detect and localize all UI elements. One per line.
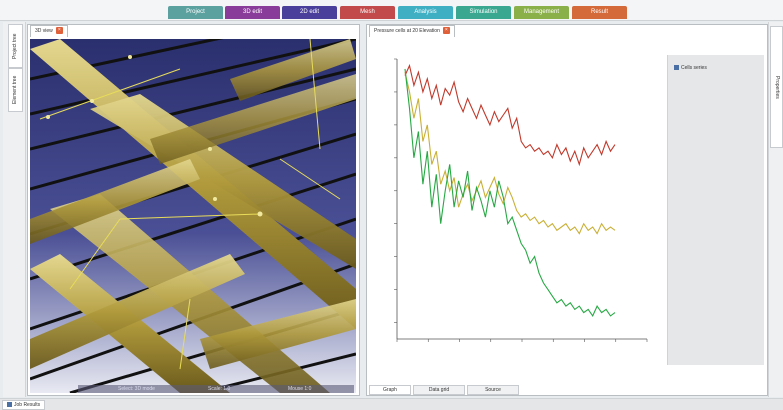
tab-element-tree[interactable]: Element tree bbox=[8, 68, 23, 112]
left-side-panel: Project tree Element tree bbox=[3, 22, 26, 397]
status-mouse: Mouse 1:0 bbox=[288, 386, 312, 392]
top-tab-7[interactable]: Result bbox=[572, 6, 627, 19]
top-tab-2[interactable]: 2D edit bbox=[282, 6, 337, 19]
top-tab-6[interactable]: Management bbox=[514, 6, 569, 19]
tab-data-grid[interactable]: Data grid bbox=[413, 385, 465, 395]
chart-panel: Pressure cells at 20 Elevation × Cells se… bbox=[366, 24, 768, 396]
top-ribbon: Project 3D edit 2D edit Mesh Analysis Simulat… bbox=[0, 0, 783, 21]
close-icon[interactable]: × bbox=[442, 27, 450, 35]
tab-graph[interactable]: Graph bbox=[369, 385, 411, 395]
legend-entry[interactable]: Cells series bbox=[674, 65, 707, 71]
top-tab-5[interactable]: Simulation bbox=[456, 6, 511, 19]
tab-3d-view-label: 3D view bbox=[35, 28, 53, 34]
job-results-label: Job Results bbox=[14, 402, 41, 408]
3d-viewport[interactable] bbox=[30, 39, 356, 393]
pressure-line-chart bbox=[394, 58, 648, 342]
top-tab-4[interactable]: Analysis bbox=[398, 6, 453, 19]
top-tab-3[interactable]: Mesh bbox=[340, 6, 395, 19]
tab-source[interactable]: Source bbox=[467, 385, 519, 395]
chart-legend: Cells series bbox=[667, 55, 764, 365]
tab-pressure-chart[interactable]: Pressure cells at 20 Elevation × bbox=[369, 25, 455, 37]
tab-project-tree[interactable]: Project tree bbox=[8, 24, 23, 68]
job-icon bbox=[7, 402, 12, 408]
legend-label: Cells series bbox=[681, 65, 707, 71]
tab-3d-view[interactable]: 3D view × bbox=[30, 25, 68, 37]
close-icon[interactable]: × bbox=[55, 27, 63, 35]
tab-pressure-chart-label: Pressure cells at 20 Elevation bbox=[374, 28, 440, 34]
tab-properties[interactable]: Properties bbox=[770, 26, 783, 148]
bottom-bar: Job Results bbox=[0, 398, 783, 410]
series-line-1 bbox=[404, 72, 616, 235]
top-tab-0[interactable]: Project bbox=[168, 6, 223, 19]
series-icon bbox=[674, 65, 679, 71]
3d-scene-graphic bbox=[30, 39, 356, 393]
status-mode: Select: 3D mode bbox=[118, 386, 155, 392]
top-tab-1[interactable]: 3D edit bbox=[225, 6, 280, 19]
right-side-panel: Properties bbox=[768, 22, 783, 397]
series-line-2 bbox=[404, 68, 616, 318]
status-scale: Scale: 1.0 bbox=[208, 386, 231, 392]
view-3d-panel: 3D view × bbox=[27, 24, 360, 396]
3d-status-bar: Select: 3D mode Scale: 1.0 Mouse 1:0 bbox=[78, 385, 354, 393]
series-line-0 bbox=[404, 63, 616, 167]
